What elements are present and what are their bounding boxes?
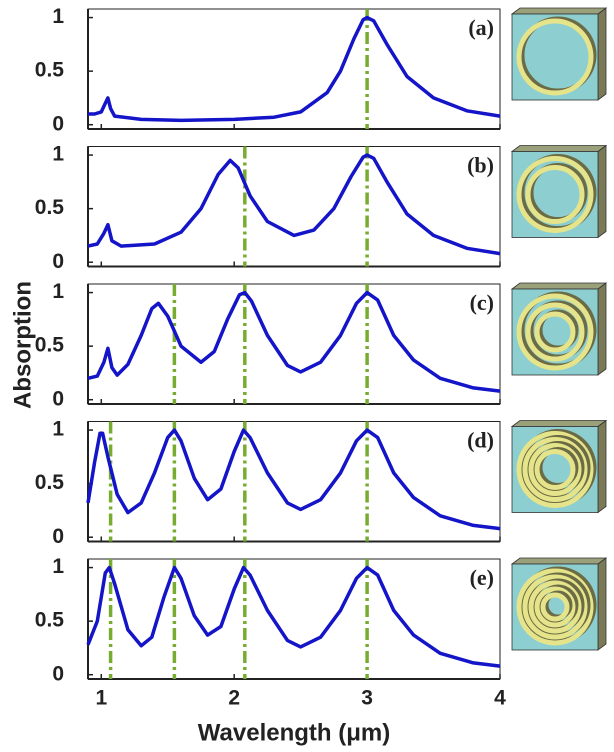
x-tick-label: 1: [95, 687, 107, 710]
absorption-curve: [88, 15, 501, 123]
x-tick-label: 4: [494, 687, 506, 710]
absorption-curve: [87, 290, 501, 393]
y-axis-label: Absorption: [9, 281, 36, 409]
ring: [528, 443, 582, 496]
y-tick-label: 0: [52, 112, 64, 135]
structure-icon: [510, 557, 608, 651]
ring: [522, 437, 588, 502]
ring: [525, 302, 585, 362]
absorption-curve: [86, 428, 501, 531]
ring: [528, 580, 582, 634]
ring: [516, 568, 594, 646]
y-tick-label: 0.5: [35, 59, 65, 82]
y-tick-label: 0.5: [35, 196, 65, 219]
y-tick-label: 1: [52, 280, 64, 303]
y-tick-label: 1: [52, 143, 64, 166]
ring: [522, 574, 588, 640]
icon-top: [510, 145, 608, 152]
structure-icon: [510, 419, 608, 514]
y-tick-label: 0: [52, 525, 64, 548]
ring: [534, 311, 576, 353]
panel-label: (a): [468, 15, 494, 40]
y-tick-label: 0.5: [35, 609, 65, 632]
ring: [516, 431, 594, 508]
axes-box: [87, 558, 501, 680]
icon-top: [510, 7, 608, 15]
panel-label: (b): [467, 153, 494, 178]
axes-box: [87, 146, 501, 267]
ring: [534, 449, 576, 490]
axes-box: [87, 8, 501, 130]
y-tick-label: 0.5: [35, 471, 65, 494]
icon-face: [511, 13, 599, 101]
axes-box: [87, 283, 501, 405]
y-tick-label: 0: [52, 387, 64, 410]
ring: [534, 586, 576, 628]
icon-side: [597, 557, 607, 651]
x-tick-label: 2: [228, 687, 240, 710]
x-tick-label: 3: [361, 687, 373, 710]
icon-side: [597, 282, 607, 376]
y-tick-label: 1: [52, 555, 64, 578]
y-tick-label: 1: [52, 5, 64, 28]
ring: [516, 18, 594, 96]
panel-label: (e): [470, 565, 494, 590]
panel-label: (d): [467, 428, 494, 453]
icon-top: [510, 282, 608, 290]
icon-top: [510, 557, 608, 565]
icon-side: [597, 419, 607, 514]
structure-icon: [510, 7, 608, 101]
absorption-curve: [86, 565, 501, 668]
y-tick-label: 0.5: [35, 334, 65, 357]
y-tick-label: 0: [52, 250, 64, 273]
structure-icon: [510, 282, 608, 376]
ring: [540, 592, 570, 622]
absorption-curve: [87, 153, 501, 256]
icon-side: [597, 144, 607, 239]
y-tick-label: 0: [52, 662, 64, 685]
x-axis-label: Wavelength (μm): [198, 719, 390, 746]
panel-label: (c): [470, 290, 494, 315]
ring: [516, 293, 594, 371]
icon-side: [597, 7, 607, 101]
ring: [525, 165, 585, 224]
structure-icon: [510, 144, 608, 239]
icon-top: [510, 420, 608, 427]
y-tick-label: 1: [52, 418, 64, 441]
ring: [516, 156, 594, 233]
